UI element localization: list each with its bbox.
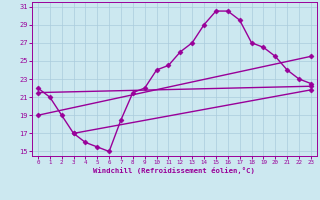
- X-axis label: Windchill (Refroidissement éolien,°C): Windchill (Refroidissement éolien,°C): [93, 167, 255, 174]
